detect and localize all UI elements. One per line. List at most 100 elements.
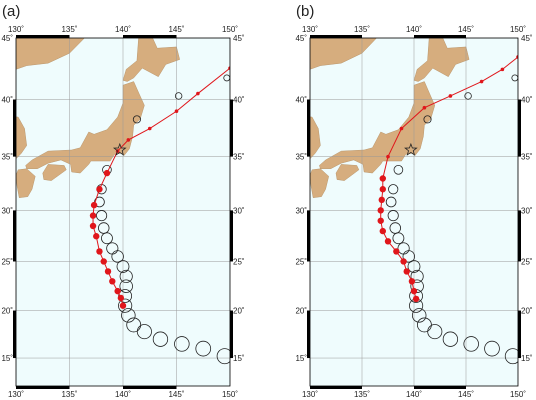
observed-position — [152, 331, 169, 347]
forecast-point — [400, 258, 407, 265]
land — [122, 38, 180, 82]
land — [42, 164, 67, 181]
forecast-point — [96, 186, 103, 193]
border-bar — [307, 210, 310, 262]
lon-label: 135˚ — [61, 390, 77, 399]
observed-position — [442, 331, 459, 347]
forecast-point — [104, 268, 112, 275]
forecast-point — [410, 287, 418, 295]
lon-label: 140˚ — [115, 25, 131, 34]
lat-label: 20˚ — [233, 307, 245, 316]
observed-position — [136, 324, 152, 340]
observed-position — [504, 348, 518, 365]
land — [25, 81, 145, 174]
forecast-point — [403, 268, 410, 275]
lon-label: 135˚ — [354, 25, 370, 34]
border-bar — [13, 99, 16, 157]
lat-label: 45˚ — [295, 34, 307, 43]
lat-label: 45˚ — [521, 34, 533, 43]
forecast-point — [379, 186, 386, 193]
lat-label: 35˚ — [295, 153, 307, 162]
forecast-point — [114, 287, 121, 295]
lat-label: 30˚ — [521, 206, 533, 215]
lat-label: 35˚ — [233, 153, 245, 162]
forecast-point — [96, 248, 103, 255]
lat-label: 45˚ — [1, 34, 13, 43]
lat-label: 20˚ — [1, 307, 13, 316]
forecast-point — [377, 217, 384, 224]
observed-position — [411, 308, 427, 323]
forecast-point — [386, 154, 390, 159]
border-bar — [16, 35, 70, 38]
forecast-point — [448, 94, 453, 98]
lat-label: 25˚ — [521, 257, 533, 266]
observed-position — [126, 317, 142, 333]
observed-position — [423, 115, 432, 124]
lat-label: 20˚ — [295, 307, 307, 316]
panel-label: (b) — [296, 3, 314, 20]
lon-label: 140˚ — [115, 390, 131, 399]
lat-label: 35˚ — [521, 153, 533, 162]
lon-label: 145˚ — [168, 390, 184, 399]
map-panel: 130˚ 130˚ 135˚ 135˚ 140˚ 140˚ 145˚ 145˚ 150˚ 150˚… — [295, 3, 532, 399]
lat-label: 40˚ — [295, 95, 307, 104]
lon-label: 145˚ — [458, 390, 474, 399]
border-bar — [123, 386, 177, 389]
lon-label: 150˚ — [222, 390, 238, 399]
observed-position — [484, 340, 500, 357]
forecast-point — [408, 278, 416, 285]
observed-position — [106, 242, 119, 255]
land — [310, 116, 321, 160]
observed-position — [397, 242, 410, 255]
map-panel: 130˚ 130˚ 135˚ 135˚ 140˚ 140˚ 145˚ 145˚ 150˚ 150˚… — [1, 3, 244, 399]
forecast-point — [379, 175, 386, 182]
observed-position — [393, 165, 404, 175]
observed-position — [407, 260, 421, 273]
border-bar — [13, 210, 16, 262]
lat-label: 40˚ — [521, 95, 533, 104]
observed-position — [132, 115, 141, 124]
lon-label: 130˚ — [8, 25, 24, 34]
forecast-point — [103, 169, 111, 177]
lon-label: 150˚ — [222, 25, 238, 34]
border-bar — [123, 35, 177, 38]
lon-label: 135˚ — [61, 25, 77, 34]
forecast-point — [90, 201, 98, 209]
panel-label: (a) — [2, 3, 20, 20]
forecast-point — [109, 278, 116, 285]
observed-position — [96, 210, 108, 222]
border-bar — [16, 386, 70, 389]
map-content — [16, 38, 230, 386]
border-bar — [13, 310, 16, 359]
lat-label: 35˚ — [1, 153, 13, 162]
forecast-point — [377, 207, 384, 214]
border-bar — [414, 386, 466, 389]
lat-label: 25˚ — [1, 257, 13, 266]
border-bar — [310, 35, 362, 38]
observed-position — [98, 222, 110, 234]
observed-position — [410, 279, 424, 293]
lat-label: 30˚ — [233, 206, 245, 215]
forecast-point — [147, 126, 152, 131]
forecast-point — [399, 126, 404, 131]
observed-position — [464, 92, 472, 100]
border-bar — [518, 210, 521, 262]
observed-position — [388, 184, 399, 195]
forecast-point — [126, 138, 131, 142]
lon-label: 150˚ — [510, 25, 526, 34]
observed-position — [121, 308, 136, 323]
observed-position — [174, 92, 183, 100]
lat-label: 15˚ — [233, 354, 245, 363]
observed-position — [387, 210, 399, 222]
lat-label: 15˚ — [521, 354, 533, 363]
land — [413, 38, 470, 82]
lon-label: 140˚ — [406, 390, 422, 399]
land — [335, 164, 360, 181]
border-bar — [230, 99, 233, 157]
lon-label: 140˚ — [406, 25, 422, 34]
lat-label: 45˚ — [233, 34, 245, 43]
land — [319, 81, 436, 174]
observed-position — [427, 324, 443, 340]
forecast-point — [100, 258, 107, 265]
forecast-point — [378, 196, 385, 204]
